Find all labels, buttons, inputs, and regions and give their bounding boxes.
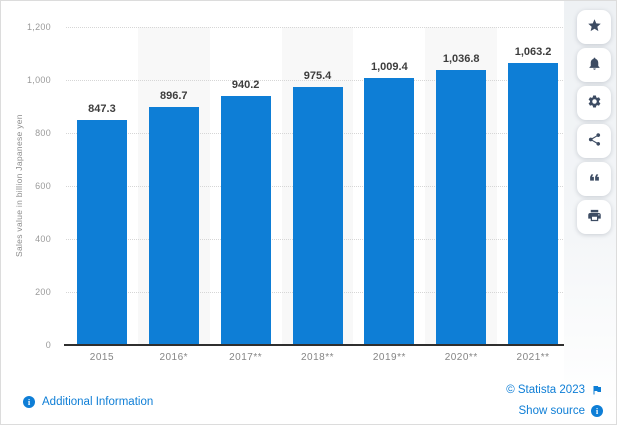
y-tick-label: 600 [35, 181, 51, 191]
y-tick-label: 0 [45, 340, 51, 350]
bar-value-label: 975.4 [303, 69, 332, 82]
bar[interactable] [508, 63, 559, 345]
bar[interactable] [364, 77, 415, 345]
x-tick-label: 2018** [300, 352, 334, 363]
bell-icon [587, 56, 602, 74]
bar[interactable] [76, 120, 127, 345]
x-tick-label: 2015 [89, 352, 115, 363]
show-source-label: Show source [518, 405, 585, 417]
bar-value-label: 1,036.8 [442, 53, 480, 66]
bar[interactable] [220, 95, 271, 345]
y-tick-label: 800 [35, 128, 51, 138]
bar[interactable] [148, 107, 199, 345]
bar-value-label: 847.3 [88, 103, 116, 116]
bar-value-label: 1,009.4 [370, 60, 408, 73]
y-tick-label: 200 [35, 287, 51, 297]
citation-button[interactable] [577, 162, 611, 196]
chart: Sales value in billion Japanese yen 0 200… [1, 1, 616, 376]
info-icon: i [591, 405, 603, 417]
share-icon [587, 132, 602, 150]
x-tick-label: 2019** [372, 352, 406, 363]
print-icon [587, 208, 602, 226]
gridline [66, 80, 571, 81]
info-icon: i [23, 396, 35, 408]
y-tick-label: 1,200 [26, 22, 51, 32]
quote-icon [587, 170, 602, 188]
bar-value-label: 896.7 [160, 90, 188, 103]
bar-value-label: 940.2 [231, 78, 260, 91]
y-tick-label: 1,000 [26, 75, 51, 85]
bar[interactable] [436, 70, 487, 345]
y-tick-label: 400 [35, 234, 51, 244]
x-tick-label: 2020** [444, 352, 478, 363]
additional-information-link[interactable]: i Additional Information [23, 396, 153, 408]
gear-icon [587, 94, 602, 112]
x-tick-label: 2021** [516, 352, 550, 363]
x-axis-line [64, 344, 572, 346]
favorite-button[interactable] [577, 10, 611, 44]
bar-value-label: 1,063.2 [514, 46, 552, 59]
additional-information-label: Additional Information [42, 396, 154, 408]
gridline [66, 27, 571, 28]
settings-button[interactable] [577, 86, 611, 120]
print-button[interactable] [577, 200, 611, 234]
share-button[interactable] [577, 124, 611, 158]
x-tick-label: 2017** [229, 352, 263, 363]
action-toolbar [564, 1, 616, 424]
show-source-link[interactable]: Show source i [519, 405, 603, 417]
star-icon [587, 18, 602, 36]
copyright-label: © Statista 2023 [506, 384, 585, 396]
x-tick-label: 2016* [159, 352, 189, 363]
statista-copyright-link[interactable]: © Statista 2023 [506, 384, 603, 396]
notification-button[interactable] [577, 48, 611, 82]
bar[interactable] [292, 86, 343, 345]
flag-icon[interactable] [591, 384, 603, 396]
